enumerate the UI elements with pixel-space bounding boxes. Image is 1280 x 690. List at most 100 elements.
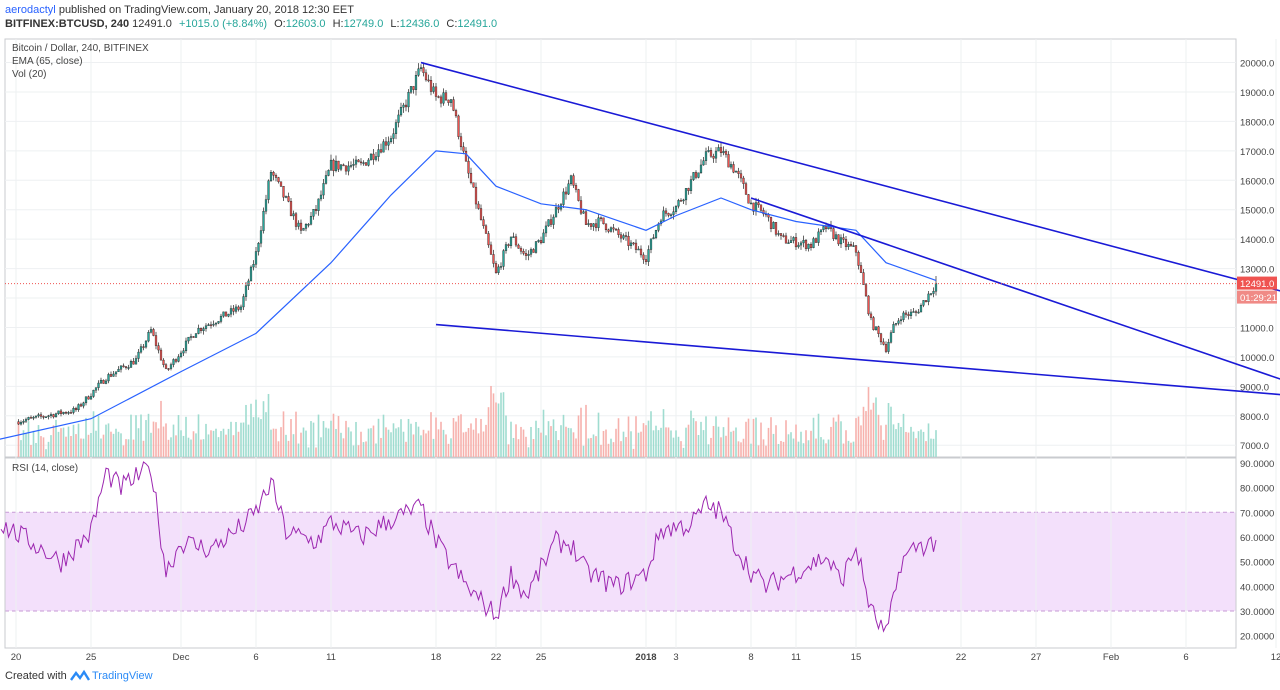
candle[interactable]: [869, 311, 873, 321]
candle[interactable]: [392, 128, 395, 144]
candle[interactable]: [729, 161, 733, 170]
candle[interactable]: [212, 320, 215, 327]
candle[interactable]: [284, 195, 288, 199]
candle[interactable]: [412, 86, 415, 94]
candle[interactable]: [137, 349, 140, 363]
candle[interactable]: [287, 192, 290, 203]
candle[interactable]: [859, 262, 863, 274]
candle[interactable]: [99, 377, 103, 384]
candle[interactable]: [257, 241, 260, 256]
candle[interactable]: [602, 217, 605, 225]
candle[interactable]: [897, 317, 900, 326]
candle[interactable]: [337, 160, 340, 172]
candle[interactable]: [624, 231, 628, 241]
candle[interactable]: [84, 396, 88, 406]
candle[interactable]: [794, 233, 798, 250]
candle[interactable]: [69, 409, 73, 414]
candle[interactable]: [472, 182, 475, 188]
candle[interactable]: [782, 233, 785, 238]
candle[interactable]: [262, 207, 265, 234]
candle[interactable]: [704, 147, 708, 166]
symbol-label[interactable]: BITFINEX:BTCUSD, 240: [5, 18, 130, 30]
candle[interactable]: [377, 144, 380, 162]
candle[interactable]: [502, 249, 505, 270]
candle[interactable]: [822, 225, 825, 233]
candle[interactable]: [74, 406, 78, 412]
candle[interactable]: [539, 236, 543, 245]
candle[interactable]: [907, 311, 910, 320]
candle[interactable]: [827, 224, 830, 230]
candle[interactable]: [687, 187, 690, 195]
candle[interactable]: [127, 364, 130, 371]
candle[interactable]: [639, 245, 643, 258]
candle[interactable]: [307, 223, 310, 228]
candle[interactable]: [399, 102, 403, 117]
candle[interactable]: [289, 198, 293, 217]
candle[interactable]: [232, 305, 235, 316]
tradingview-brand[interactable]: TradingView: [92, 670, 153, 682]
candle[interactable]: [482, 216, 485, 229]
candle[interactable]: [627, 231, 630, 251]
candle[interactable]: [402, 102, 405, 113]
candle[interactable]: [744, 181, 748, 195]
candle[interactable]: [707, 146, 710, 153]
candle[interactable]: [592, 222, 595, 231]
candle[interactable]: [789, 235, 793, 243]
candle[interactable]: [34, 415, 38, 419]
candle[interactable]: [932, 287, 935, 298]
candle[interactable]: [902, 310, 905, 323]
candle[interactable]: [807, 243, 810, 252]
candle[interactable]: [109, 371, 113, 378]
candle[interactable]: [19, 420, 23, 426]
ema-line[interactable]: [0, 150, 937, 442]
candle[interactable]: [384, 137, 388, 150]
candle[interactable]: [854, 244, 858, 257]
candle[interactable]: [319, 190, 323, 202]
candle[interactable]: [429, 76, 433, 96]
candle[interactable]: [799, 240, 803, 250]
candle[interactable]: [372, 149, 375, 165]
candle[interactable]: [144, 340, 148, 349]
candle[interactable]: [584, 209, 588, 225]
candle[interactable]: [532, 248, 535, 253]
candle[interactable]: [654, 229, 658, 240]
candle[interactable]: [312, 208, 315, 220]
candle[interactable]: [184, 337, 188, 354]
candle[interactable]: [702, 157, 705, 166]
candle[interactable]: [119, 365, 123, 373]
candle[interactable]: [434, 83, 438, 101]
candle[interactable]: [447, 99, 450, 106]
candle[interactable]: [514, 233, 518, 248]
candle[interactable]: [242, 293, 245, 311]
candle[interactable]: [64, 411, 68, 415]
candle[interactable]: [324, 170, 328, 185]
candle[interactable]: [909, 308, 913, 320]
candle[interactable]: [797, 242, 800, 249]
candle[interactable]: [919, 303, 923, 313]
candle[interactable]: [154, 331, 158, 350]
candle[interactable]: [644, 254, 648, 265]
candle[interactable]: [934, 275, 938, 296]
candle[interactable]: [309, 211, 313, 226]
candle[interactable]: [89, 393, 93, 400]
candle[interactable]: [269, 169, 273, 182]
candle[interactable]: [349, 161, 353, 169]
candle[interactable]: [804, 239, 808, 252]
candle[interactable]: [847, 241, 850, 250]
candle[interactable]: [774, 222, 778, 237]
candle[interactable]: [132, 358, 135, 365]
candle[interactable]: [537, 239, 540, 243]
candle[interactable]: [874, 326, 878, 331]
candle[interactable]: [427, 74, 430, 83]
candle[interactable]: [59, 409, 63, 417]
candle[interactable]: [152, 327, 155, 337]
candle[interactable]: [419, 64, 423, 72]
candle[interactable]: [512, 232, 515, 238]
candle[interactable]: [477, 201, 480, 210]
tradingview-logo-icon[interactable]: [70, 669, 90, 683]
candle[interactable]: [177, 354, 180, 363]
candle[interactable]: [79, 402, 83, 408]
candle[interactable]: [172, 358, 175, 368]
candle[interactable]: [889, 330, 893, 344]
candle[interactable]: [607, 228, 610, 234]
